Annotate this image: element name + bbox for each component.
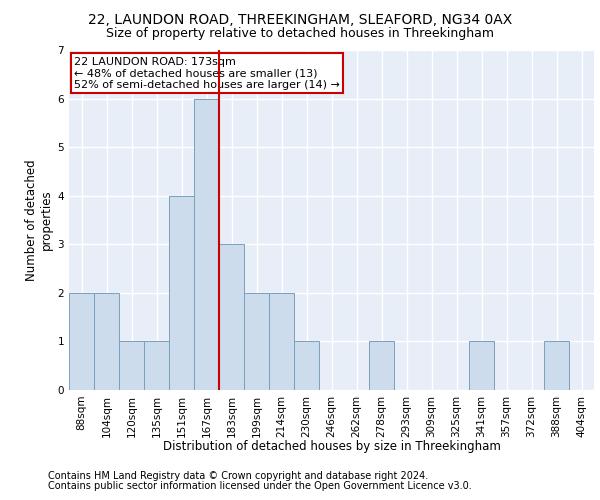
Bar <box>119 342 144 390</box>
Bar <box>469 342 494 390</box>
Text: Contains public sector information licensed under the Open Government Licence v3: Contains public sector information licen… <box>48 481 472 491</box>
Bar <box>94 293 119 390</box>
Y-axis label: Number of detached
properties: Number of detached properties <box>25 159 53 281</box>
X-axis label: Distribution of detached houses by size in Threekingham: Distribution of detached houses by size … <box>163 440 500 453</box>
Bar <box>219 244 244 390</box>
Bar <box>69 293 94 390</box>
Text: Contains HM Land Registry data © Crown copyright and database right 2024.: Contains HM Land Registry data © Crown c… <box>48 471 428 481</box>
Text: 22 LAUNDON ROAD: 173sqm
← 48% of detached houses are smaller (13)
52% of semi-de: 22 LAUNDON ROAD: 173sqm ← 48% of detache… <box>74 57 340 90</box>
Bar <box>194 98 219 390</box>
Text: Size of property relative to detached houses in Threekingham: Size of property relative to detached ho… <box>106 28 494 40</box>
Bar <box>369 342 394 390</box>
Bar <box>294 342 319 390</box>
Bar <box>169 196 194 390</box>
Bar <box>269 293 294 390</box>
Text: 22, LAUNDON ROAD, THREEKINGHAM, SLEAFORD, NG34 0AX: 22, LAUNDON ROAD, THREEKINGHAM, SLEAFORD… <box>88 12 512 26</box>
Bar <box>544 342 569 390</box>
Bar <box>144 342 169 390</box>
Bar <box>244 293 269 390</box>
